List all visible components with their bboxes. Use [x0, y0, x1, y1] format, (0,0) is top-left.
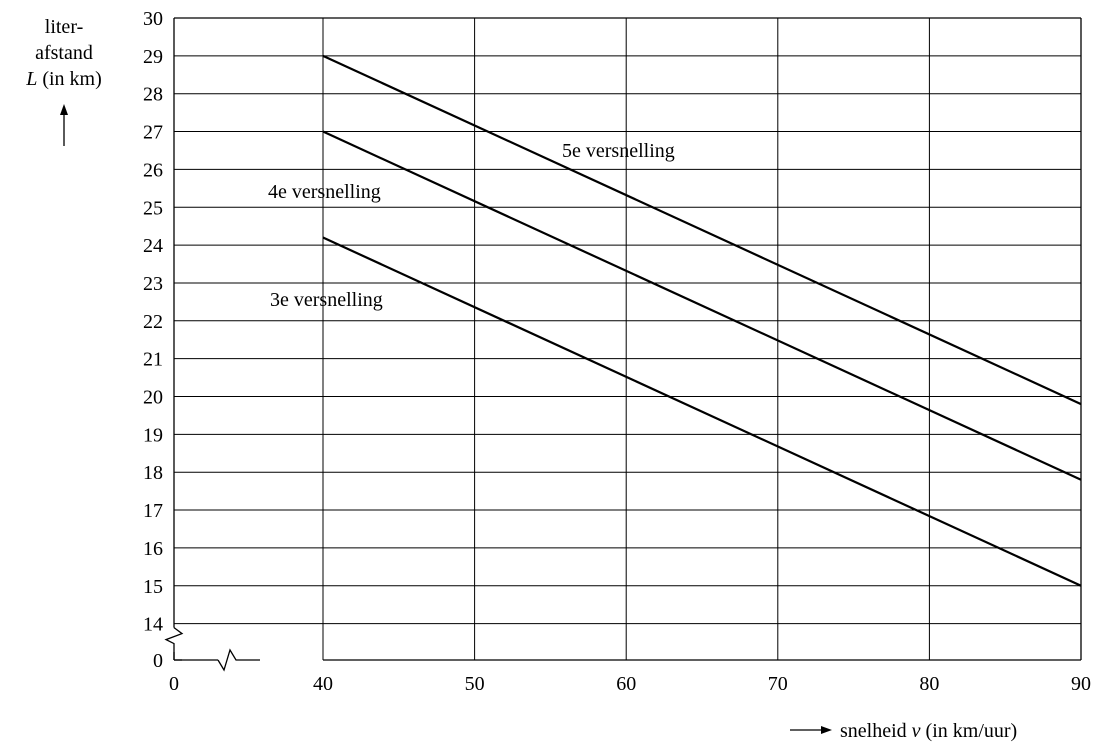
x-tick-label: 50: [465, 673, 485, 695]
series-line-2: [322, 130, 1082, 481]
y-tick-label: 26: [143, 159, 163, 181]
y-tick-label: 24: [143, 235, 163, 257]
y-tick-label: 16: [143, 538, 163, 560]
x-axis-label: snelheid v (in km/uur): [790, 720, 1017, 742]
x-label-text: snelheid v (in km/uur): [840, 720, 1017, 742]
y-tick-labels: 0 14 15 16 17 18 19 20 21 22 23 24 25 26 27 28 29 30: [143, 8, 163, 672]
y-label-unit: (in km): [37, 68, 101, 90]
series-label-2: 4e versnelling: [268, 181, 381, 203]
y-tick-label: 18: [143, 462, 163, 484]
x-tick-label: 80: [919, 673, 939, 695]
x-tick-label: 40: [313, 673, 333, 695]
x-tick-label: 70: [768, 673, 788, 695]
y-tick-label: 0: [153, 650, 163, 672]
x-tick-label: 60: [616, 673, 636, 695]
x-tick-labels: 0 40 50 60 70 80 90: [169, 673, 1091, 695]
x-tick-label: 90: [1071, 673, 1091, 695]
y-axis-label: liter- afstand L (in km): [25, 16, 102, 146]
y-label-line-2: afstand: [35, 42, 93, 64]
series-lines: [322, 54, 1082, 587]
y-tick-label: 22: [143, 311, 163, 333]
grid: [174, 17, 1082, 660]
series-line-3: [322, 236, 1082, 587]
series-label-1: 5e versnelling: [562, 140, 675, 162]
y-tick-label: 20: [143, 387, 163, 409]
x-label-arrowhead-icon: [821, 726, 832, 734]
y-tick-label: 21: [143, 349, 163, 371]
y-tick-label: 30: [143, 8, 163, 30]
y-tick-label: 29: [143, 46, 163, 68]
y-label-line-1: liter-: [45, 16, 83, 38]
y-tick-label: 17: [143, 500, 163, 522]
y-tick-label: 27: [143, 122, 163, 144]
x-axis-break-icon: [217, 648, 260, 672]
y-tick-label: 19: [143, 424, 163, 446]
y-label-line-3: L (in km): [25, 68, 102, 90]
y-tick-label: 25: [143, 197, 163, 219]
series-line-1: [322, 54, 1082, 406]
y-axis-break-icon: [164, 627, 184, 660]
y-tick-label: 28: [143, 84, 163, 106]
y-label-variable: L: [25, 68, 37, 90]
x-tick-label: 0: [169, 673, 179, 695]
series-labels: 5e versnelling 4e versnelling 3e versnelli…: [268, 140, 675, 311]
y-tick-label: 23: [143, 273, 163, 295]
y-tick-label: 15: [143, 576, 163, 598]
series-label-3: 3e versnelling: [270, 289, 383, 311]
plot-frame: [164, 17, 1082, 672]
y-label-arrowhead-icon: [60, 104, 68, 115]
y-tick-label: 14: [143, 614, 163, 636]
